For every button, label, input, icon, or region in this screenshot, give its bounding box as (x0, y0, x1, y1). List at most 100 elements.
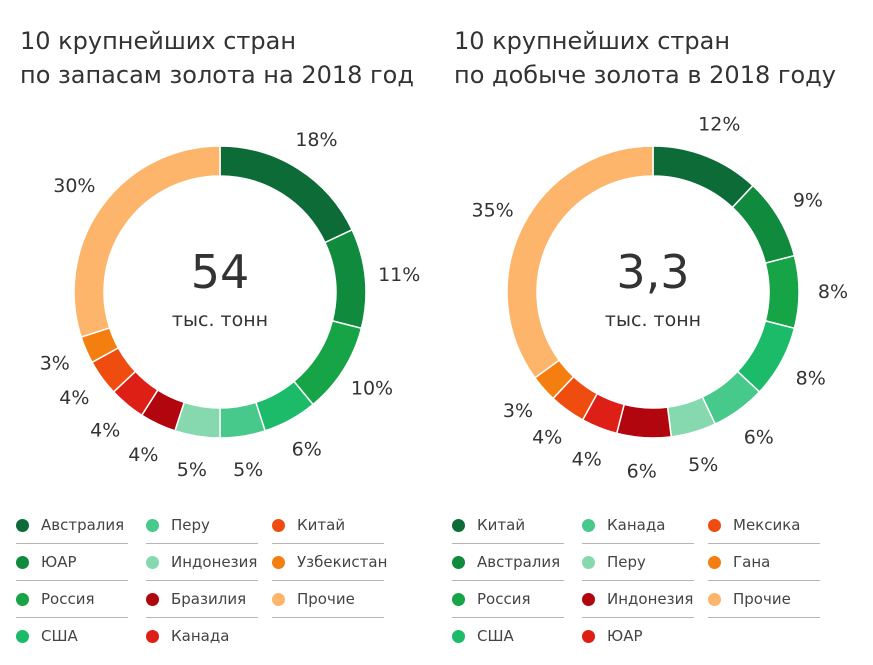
production-panel: 10 крупнейших стран по добыче золота в 2… (436, 0, 872, 665)
slice-label-юар: 4% (572, 448, 602, 470)
legend-divider (16, 543, 128, 544)
legend-swatch (146, 555, 159, 569)
legend-item-россия: Россия (16, 584, 128, 618)
slice-label-перу: 5% (233, 459, 263, 481)
legend-label: Австралия (477, 553, 561, 571)
legend-swatch (146, 592, 159, 606)
center-value: 3,3 (616, 245, 689, 299)
legend-swatch (272, 592, 285, 606)
legend-label: Китай (477, 516, 526, 534)
legend-label: Прочие (733, 590, 791, 608)
legend-label: Россия (477, 590, 531, 608)
slice-label-прочие: 35% (472, 199, 514, 221)
legend-swatch (452, 629, 465, 643)
legend-item-сша: США (452, 621, 514, 651)
legend-swatch (582, 592, 595, 606)
legend-item-китай: Китай (272, 510, 384, 544)
center-unit: тыс. тонн (605, 309, 701, 331)
legend-divider (272, 580, 384, 581)
slice-label-гана: 3% (503, 400, 533, 422)
slice-label-сша: 6% (292, 439, 322, 461)
legend-divider (582, 580, 694, 581)
slice-label-сша: 8% (796, 368, 826, 390)
legend-swatch (708, 592, 721, 606)
slice-label-узбекистан: 3% (40, 352, 70, 374)
slice-label-китай: 4% (59, 387, 89, 409)
legend-item-гана: Гана (708, 547, 820, 581)
legend-label: Перу (171, 516, 210, 534)
reserves-title-line-2: по запасам золота на 2018 год (20, 61, 414, 89)
legend-swatch (16, 518, 29, 532)
legend-item-прочие: Прочие (708, 584, 820, 618)
legend-item-индонезия: Индонезия (146, 547, 258, 581)
legend-label: Китай (297, 516, 346, 534)
legend-item-канада: Канада (582, 510, 694, 544)
donut-slice-юар (323, 228, 367, 330)
legend-item-австралия: Австралия (452, 547, 564, 581)
legend-label: Австралия (41, 516, 125, 534)
legend-item-узбекистан: Узбекистан (272, 547, 388, 581)
legend-divider (452, 543, 564, 544)
slice-label-мексика: 4% (532, 427, 562, 449)
slice-label-бразилия: 4% (128, 444, 158, 466)
production-legend: Китай Австралия Россия США Канада Перу Индонез… (452, 510, 862, 650)
center-value: 54 (191, 245, 250, 299)
legend-item-бразилия: Бразилия (146, 584, 258, 618)
slice-label-перу: 5% (688, 454, 718, 476)
legend-label: Индонезия (171, 553, 258, 571)
legend-label: Узбекистан (297, 553, 388, 571)
donut-slice-россия (764, 254, 800, 330)
reserves-legend: Австралия ЮАР Россия США Перу Индонезия Бразил… (16, 510, 426, 650)
center-unit: тыс. тонн (172, 309, 268, 331)
legend-label: Россия (41, 590, 95, 608)
legend-item-россия: Россия (452, 584, 564, 618)
legend-swatch (272, 555, 285, 569)
legend-item-индонезия: Индонезия (582, 584, 694, 618)
legend-item-перу: Перу (582, 547, 694, 581)
legend-swatch (146, 629, 159, 643)
legend-item-мексика: Мексика (708, 510, 820, 544)
legend-divider (452, 617, 564, 618)
production-title: 10 крупнейших стран по добыче золота в 2… (454, 24, 836, 92)
legend-item-юар: ЮАР (16, 547, 128, 581)
legend-swatch (708, 555, 721, 569)
legend-label: Индонезия (607, 590, 694, 608)
legend-divider (582, 617, 694, 618)
legend-item-китай: Китай (452, 510, 564, 544)
legend-divider (452, 580, 564, 581)
legend-item-канада: Канада (146, 621, 229, 651)
legend-label: Гана (733, 553, 771, 571)
legend-label: Канада (171, 627, 230, 645)
legend-label: Бразилия (171, 590, 247, 608)
legend-divider (272, 543, 384, 544)
legend-divider (272, 617, 384, 618)
legend-divider (16, 580, 128, 581)
reserves-panel: 10 крупнейших стран по запасам золота на… (0, 0, 436, 665)
legend-divider (708, 543, 820, 544)
legend-label: США (41, 627, 78, 645)
legend-label: Мексика (733, 516, 801, 534)
donut-slice-индонезия (615, 403, 673, 439)
legend-swatch (272, 518, 285, 532)
legend-item-юар: ЮАР (582, 621, 643, 651)
donut-slice-китай (652, 145, 755, 209)
reserves-title: 10 крупнейших стран по запасам золота на… (20, 24, 414, 92)
legend-label: Перу (607, 553, 646, 571)
donut-slice-австралия (219, 145, 354, 244)
legend-divider (708, 580, 820, 581)
legend-label: ЮАР (41, 553, 77, 571)
production-title-line-2: по добыче золота в 2018 году (454, 61, 836, 89)
donut-slice-австралия (731, 184, 796, 265)
slice-label-индонезия: 5% (177, 459, 207, 481)
legend-divider (16, 617, 128, 618)
reserves-title-line-1: 10 крупнейших стран (20, 27, 297, 55)
legend-divider (146, 617, 258, 618)
slice-label-индонезия: 6% (627, 461, 657, 483)
legend-swatch (16, 629, 29, 643)
legend-label: Прочие (297, 590, 355, 608)
slice-label-россия: 8% (818, 281, 848, 303)
slice-label-канада: 6% (744, 427, 774, 449)
production-title-line-1: 10 крупнейших стран (454, 27, 731, 55)
legend-label: Канада (607, 516, 666, 534)
legend-swatch (708, 518, 721, 532)
